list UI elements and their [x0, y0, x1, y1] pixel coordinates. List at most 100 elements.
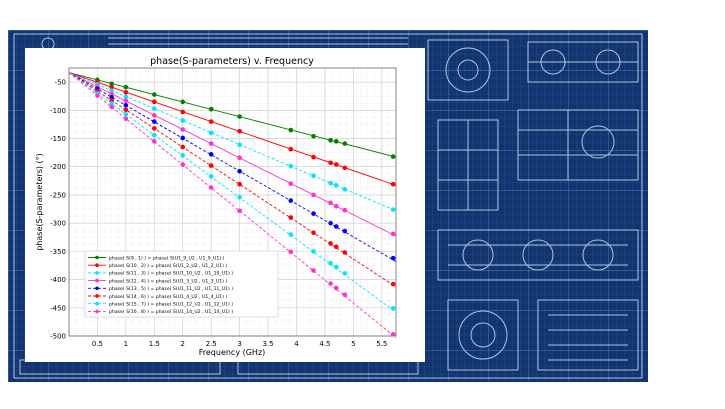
data-point — [311, 192, 316, 198]
data-point — [328, 180, 333, 186]
data-point — [123, 84, 129, 90]
data-point — [390, 255, 396, 261]
data-point — [180, 99, 186, 105]
data-point — [237, 114, 242, 119]
legend-marker — [95, 263, 99, 267]
data-point — [95, 93, 100, 98]
legend-marker — [95, 271, 99, 275]
y-tick-label: -450 — [50, 304, 66, 312]
data-point — [328, 160, 333, 166]
y-axis-ticks: -50 -100 -150 -200 -250 -300 -350 -400 -450 -500 — [50, 79, 66, 341]
chart-legend: phase( S(9 , 1) ) = phase( S(U1_9_U2 , U… — [84, 250, 279, 318]
data-point — [237, 128, 242, 134]
series-7 — [68, 72, 397, 313]
data-point — [288, 127, 294, 133]
data-point — [208, 119, 214, 124]
data-point — [311, 249, 316, 254]
legend-box — [84, 250, 279, 318]
x-tick-label: 5.5 — [376, 340, 387, 348]
data-point — [390, 207, 396, 212]
data-point — [180, 153, 186, 158]
chart-series — [68, 72, 397, 339]
legend-marker — [95, 286, 99, 291]
x-tick-label: 1 — [124, 340, 128, 348]
y-tick-label: -400 — [50, 276, 66, 284]
data-point — [237, 168, 242, 174]
data-point — [333, 183, 339, 188]
series-line — [68, 72, 397, 313]
data-point — [109, 95, 114, 100]
series-line — [68, 72, 397, 288]
y-tick-label: -50 — [55, 79, 66, 87]
x-tick-label: 4.5 — [319, 340, 330, 348]
data-point — [342, 271, 348, 276]
x-tick-label: 3.5 — [262, 340, 273, 348]
data-point — [328, 260, 333, 266]
data-point — [152, 119, 157, 124]
legend-entry: phase( S(13 , 5) ) = phase( S(U1_11_U2 ,… — [109, 286, 233, 292]
data-point — [208, 130, 214, 136]
data-point — [342, 187, 348, 192]
data-point — [311, 154, 316, 160]
data-point — [123, 107, 129, 113]
data-point — [123, 116, 129, 122]
data-point — [109, 91, 114, 97]
data-point — [328, 200, 333, 206]
data-point — [333, 244, 339, 250]
legend-entry: phase( S(11 , 3) ) = phase( S(U1_10_U2 ,… — [109, 271, 233, 277]
legend-marker — [95, 301, 99, 306]
data-point — [390, 181, 396, 187]
x-tick-label: 0.5 — [92, 340, 103, 348]
x-tick-label: 4 — [294, 340, 299, 348]
data-point — [342, 165, 348, 171]
data-point — [152, 113, 157, 118]
data-point — [180, 135, 186, 141]
y-tick-label: -150 — [50, 135, 66, 143]
data-point — [288, 198, 294, 203]
data-point — [123, 89, 129, 95]
data-point — [237, 208, 242, 214]
data-point — [237, 181, 242, 187]
data-point — [109, 81, 114, 87]
data-point — [390, 332, 396, 337]
data-point — [208, 106, 214, 112]
data-point — [109, 84, 114, 90]
legend-entry: phase( S(16 , 8) ) = phase( S(U1_14_U2 ,… — [109, 309, 233, 315]
data-point — [208, 174, 214, 179]
data-point — [333, 264, 339, 270]
data-point — [208, 163, 214, 168]
series-line — [68, 72, 397, 262]
data-point — [152, 139, 157, 144]
series-5 — [68, 72, 397, 262]
data-point — [311, 133, 316, 139]
data-point — [328, 220, 333, 226]
data-point — [311, 211, 316, 216]
data-point — [333, 139, 339, 144]
y-tick-label: -200 — [50, 163, 66, 171]
data-point — [328, 137, 333, 143]
data-point — [328, 241, 333, 246]
y-tick-label: -300 — [50, 220, 66, 228]
series-line — [68, 72, 397, 158]
data-point — [311, 268, 316, 273]
y-tick-label: -500 — [50, 333, 66, 341]
data-point — [328, 281, 333, 286]
data-point — [288, 232, 294, 237]
x-tick-label: 5 — [351, 340, 355, 348]
data-point — [180, 118, 186, 123]
data-point — [333, 224, 339, 229]
series-line — [68, 72, 397, 212]
data-point — [342, 228, 348, 234]
legend-marker — [95, 278, 99, 283]
chart-title: phase(S-parameters) v. Frequency — [150, 56, 314, 67]
data-point — [208, 152, 214, 157]
data-point — [152, 106, 157, 111]
data-point — [311, 230, 316, 236]
legend-marker — [95, 294, 99, 298]
x-tick-label: 1.5 — [149, 340, 160, 348]
data-point — [237, 194, 242, 200]
data-point — [123, 111, 129, 117]
data-point — [180, 109, 186, 115]
series-line — [68, 72, 397, 339]
data-point — [152, 92, 157, 97]
